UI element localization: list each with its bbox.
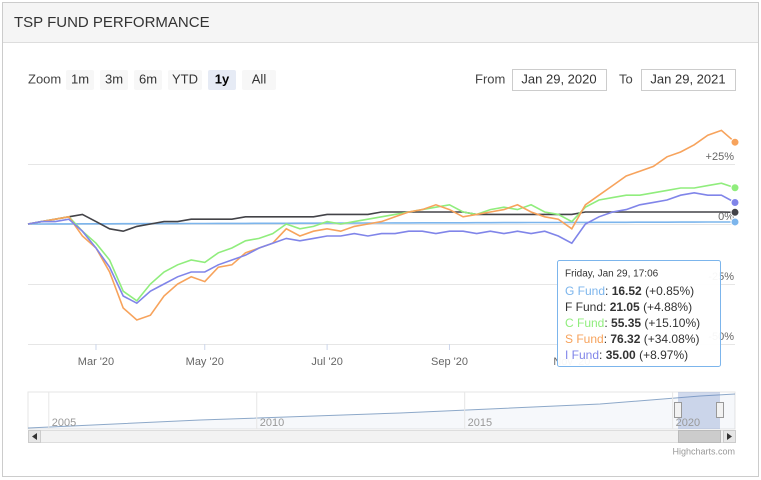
plot-area <box>27 129 736 345</box>
tooltip-box <box>557 260 721 367</box>
zoom-label: Zoom <box>28 71 61 86</box>
tooltip-text: (+4.88%) <box>643 300 692 314</box>
navigator-area <box>28 394 735 429</box>
to-value[interactable]: Jan 29, 2021 <box>650 71 725 86</box>
tooltip-header: Friday, Jan 29, 17:06 <box>565 269 659 280</box>
tooltip-text: (+8.97%) <box>639 348 688 362</box>
navigator-handle[interactable] <box>674 402 682 418</box>
zoom-button[interactable] <box>134 70 162 90</box>
x-tick-label: Sep '20 <box>431 356 468 368</box>
tooltip-text: 76.32 <box>610 332 640 346</box>
tooltip-row: C Fund: 55.35 (+15.10%) <box>565 316 700 330</box>
scroll-right-arrow <box>727 433 732 440</box>
zoom-button[interactable] <box>66 70 94 90</box>
navigator-label: 2005 <box>52 417 76 429</box>
tooltip-text: : <box>603 300 610 314</box>
scrollbar[interactable] <box>28 430 736 443</box>
end-marker <box>730 197 740 207</box>
y-tick-label: +25% <box>706 151 735 163</box>
zoom-button-label[interactable]: 1y <box>215 71 230 86</box>
zoom-button[interactable] <box>208 70 236 90</box>
tooltip-text: F Fund <box>565 300 603 314</box>
series-line <box>27 129 736 321</box>
tooltip-text: I Fund <box>565 348 599 362</box>
tooltip-text: 21.05 <box>610 300 640 314</box>
tooltip-text: (+15.10%) <box>644 316 700 330</box>
tooltip-text: 35.00 <box>606 348 636 362</box>
zoom-button-label[interactable]: All <box>252 71 267 86</box>
tooltip-row: F Fund: 21.05 (+4.88%) <box>565 300 692 314</box>
navigator-line <box>27 393 736 429</box>
title: TSP FUND PERFORMANCE <box>14 14 210 31</box>
tooltip-text: : <box>604 316 611 330</box>
tooltip-text: (+0.85%) <box>645 284 694 298</box>
to-input[interactable] <box>641 69 736 91</box>
zoom-button[interactable] <box>100 70 128 90</box>
credits[interactable]: Highcharts.com <box>672 446 735 456</box>
tooltip-row: S Fund: 76.32 (+34.08%) <box>565 332 699 346</box>
navigator-label: 2010 <box>260 417 284 429</box>
series-line <box>27 191 736 305</box>
tooltip-row: I Fund: 35.00 (+8.97%) <box>565 348 688 362</box>
zoom-button[interactable] <box>168 70 202 90</box>
zoom-button-label[interactable]: 6m <box>139 71 157 86</box>
panel-header <box>3 3 758 42</box>
tooltip-text: (+34.08%) <box>644 332 700 346</box>
x-tick-label: Mar '20 <box>78 356 114 368</box>
from-label: From <box>475 71 505 86</box>
tooltip-text: C Fund <box>565 316 604 330</box>
zoom-button-label[interactable]: YTD <box>172 71 198 86</box>
from-input[interactable] <box>512 69 607 91</box>
scroll-thumb[interactable] <box>678 430 721 443</box>
x-tick-label: May '20 <box>186 356 224 368</box>
y-tick-label: 0% <box>718 211 734 223</box>
zoom-button-label[interactable]: 1m <box>71 71 89 86</box>
end-marker <box>730 137 740 147</box>
end-marker <box>730 207 740 217</box>
navigator-label: 2015 <box>468 417 492 429</box>
scroll-left-arrow <box>32 433 37 440</box>
tooltip-row: G Fund: 16.52 (+0.85%) <box>565 284 694 298</box>
tooltip-text: 55.35 <box>611 316 641 330</box>
end-marker <box>730 217 740 227</box>
series-line <box>28 221 735 225</box>
tooltip-text: : <box>605 284 612 298</box>
end-marker <box>730 183 740 193</box>
tooltip-text: G Fund <box>565 284 605 298</box>
to-label: To <box>619 71 633 86</box>
navigator-label: 2020 <box>676 417 700 429</box>
tooltip-text: 16.52 <box>612 284 642 298</box>
navigator-selection[interactable] <box>678 392 720 429</box>
zoom-button[interactable] <box>242 70 276 90</box>
tooltip: Friday, Jan 29, 17:06 G Fund: 16.52 (+0.8… <box>557 260 721 367</box>
series-line <box>27 182 736 302</box>
tooltip-text: : <box>599 348 606 362</box>
x-tick-label: Jul '20 <box>311 356 342 368</box>
tooltip-text: : <box>604 332 611 346</box>
tooltip-text: S Fund <box>565 332 604 346</box>
zoom-button-label[interactable]: 3m <box>105 71 123 86</box>
navigator-handle[interactable] <box>716 402 724 418</box>
from-value[interactable]: Jan 29, 2020 <box>521 71 596 86</box>
